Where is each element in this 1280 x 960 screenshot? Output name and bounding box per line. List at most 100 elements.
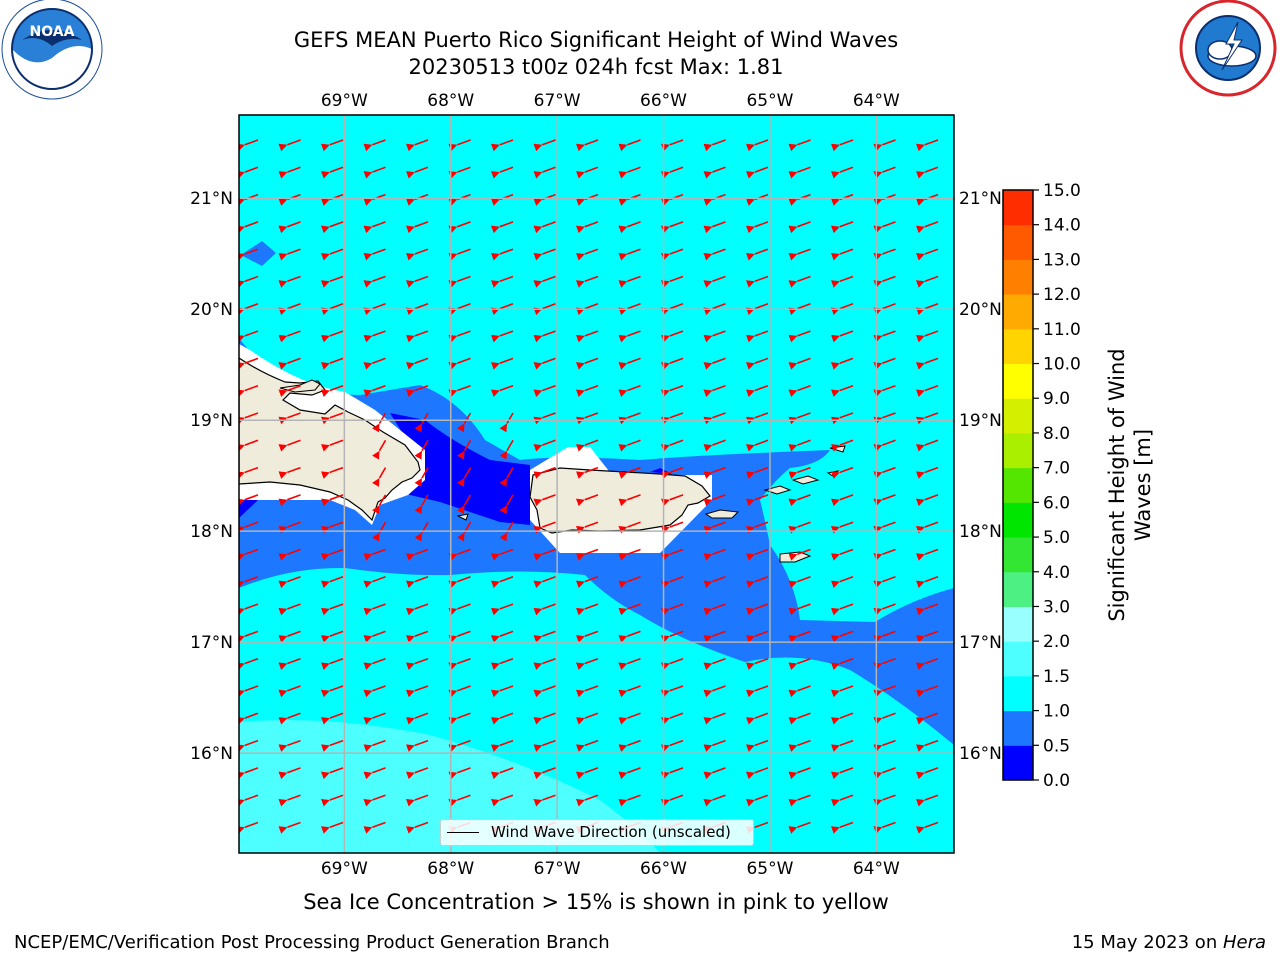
wave-arrow [788,221,811,234]
wave-arrow [660,466,684,479]
wave-arrow [575,248,599,261]
wave-arrow [320,685,344,698]
wave-arrow [448,384,471,397]
map-frame [238,114,955,854]
wave-arrow [533,548,556,561]
wave-arrow [915,303,939,316]
wave-arrow [788,794,811,807]
chart-subtitle: 20230513 t00z 024h fcst Max: 1.81 [408,55,784,79]
wave-arrow [575,412,599,425]
wave-arrow [915,603,939,616]
wave-arrow [915,330,939,343]
credit-text: NCEP/EMC/Verification Post Processing Pr… [14,932,610,953]
lon-tick-bottom: 69°W [321,859,368,879]
wave-arrow [830,494,854,507]
tortola-island [791,475,820,485]
gridlines [239,115,954,853]
wave-arrow [575,221,599,234]
wave-arrow [788,166,811,179]
sea-ice-note: Sea Ice Concentration > 15% is shown in … [303,890,889,914]
wave-arrow [533,739,556,752]
wave-arrow [372,412,387,433]
wave-arrow [873,221,896,234]
wave-arrow [320,466,344,479]
wave-arrow [575,548,599,561]
wave-arrow [405,384,429,397]
wave-arrow [873,630,896,643]
wave-arrow [873,494,896,507]
wave-arrow [320,821,344,834]
colorbar-segment [1003,398,1033,434]
lon-tick-top: 64°W [853,91,900,111]
wave-arrow [873,739,896,752]
wave-arrow [448,739,471,752]
wave-arrow [239,548,259,561]
wave-arrow [830,357,854,370]
wave-arrow [448,139,471,152]
wave-arrow [830,221,854,234]
wave-arrow [320,548,344,561]
wave-arrow [788,466,811,479]
wave-arrow [320,794,344,807]
colorbar-segment [1003,363,1033,399]
wave-arrow [660,712,684,725]
wave-arrow [660,521,684,534]
wave-arrow [618,630,641,643]
wave-arrow [533,685,556,698]
wave-arrow [363,630,386,643]
wave-arrow [278,384,301,397]
wave-arrow [239,166,259,179]
wave-arrow [405,330,429,343]
wave-arrow [363,384,386,397]
wave-arrow [320,657,344,670]
wave-arrow [363,221,386,234]
contour-0-0.5m [385,413,530,525]
wave-arrow [745,275,769,288]
wave-arrow [660,794,684,807]
wave-arrow [239,657,259,670]
wave-arrow [448,330,471,343]
wave-arrow [320,221,344,234]
wave-arrow [405,630,429,643]
wave-arrow [533,657,556,670]
wave-arrow [414,494,429,515]
wave-arrow [873,275,896,288]
wave-arrow [873,657,896,670]
wave-arrow [405,139,429,152]
wave-arrow [788,821,811,834]
wave-arrow [788,657,811,670]
wave-arrow [533,412,556,425]
wave-arrow [320,275,344,288]
colorbar-segment [1003,224,1033,260]
wave-arrow [830,685,854,698]
wave-arrow [745,330,769,343]
lon-tick-top: 67°W [534,91,581,111]
wave-arrow [278,330,301,343]
wave-arrow [457,467,472,487]
wave-arrow [703,139,726,152]
lon-tick-bottom: 68°W [427,859,474,879]
wave-arrow [363,139,386,152]
wave-arrow [278,657,301,670]
wave-arrow [788,412,811,425]
contour-0.5-1m-north [241,241,276,266]
colorbar-segment [1003,571,1033,607]
wave-arrow [448,767,471,780]
wave-arrow [660,412,684,425]
wave-arrow [660,357,684,370]
wave-arrow [703,767,726,780]
wave-arrow [533,166,556,179]
colorbar-tick-label: 13.0 [1043,250,1081,270]
wave-arrow [660,657,684,670]
vieques-island [704,509,740,519]
wave-arrow [533,576,556,589]
wave-arrow [575,466,599,479]
wave-arrow [873,685,896,698]
wave-arrow [745,794,769,807]
wave-arrow [490,221,514,234]
wave-arrow [788,685,811,698]
wave-arrow [915,275,939,288]
lat-tick-left: 18°N [190,522,233,542]
wave-arrow [499,412,514,433]
colorbar: 0.0 0.5 1.0 1.5 2.0 3.0 4.0 5.0 6.0 7.0 8.0 9.0 10.0… [1002,181,1081,791]
